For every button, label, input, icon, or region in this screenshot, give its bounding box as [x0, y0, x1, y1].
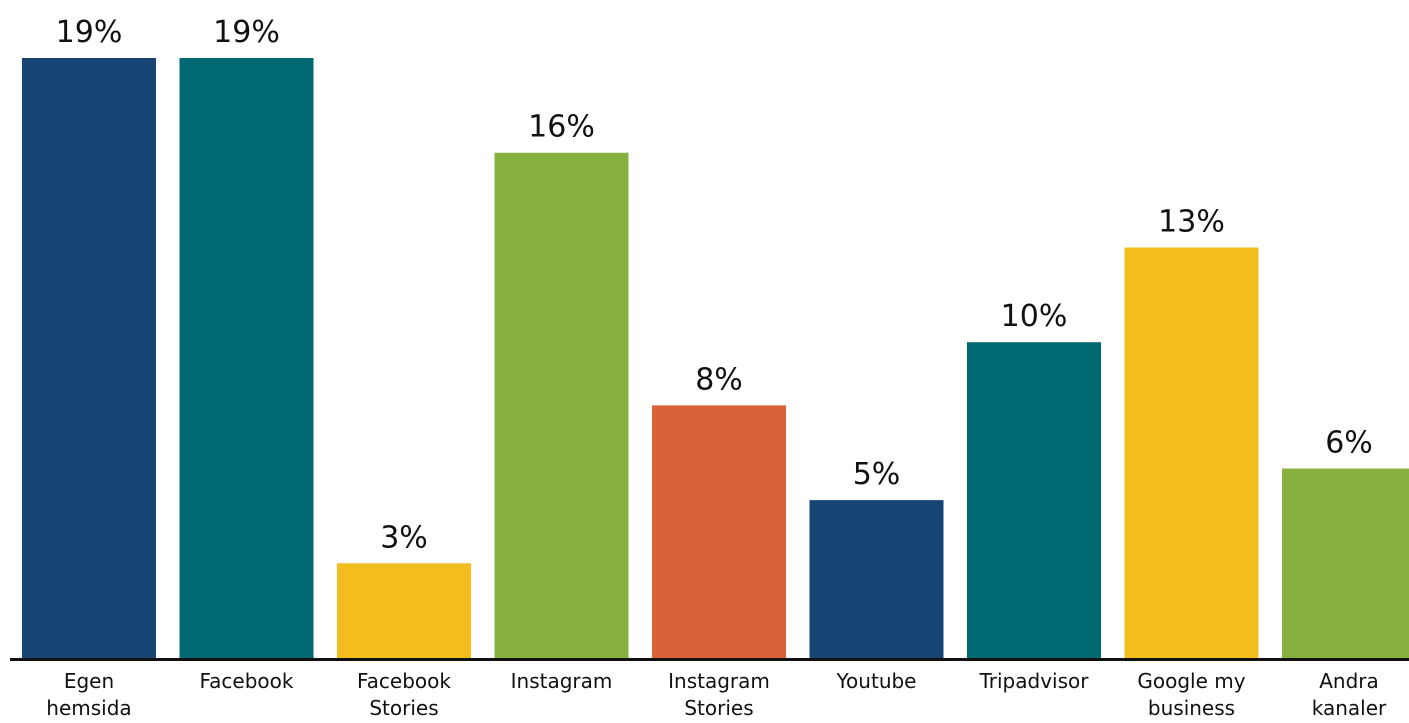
bar-4 — [652, 405, 786, 658]
bar-0 — [22, 58, 156, 658]
category-label-line: Egen — [64, 669, 114, 693]
value-label-7: 13% — [1158, 204, 1225, 239]
value-label-5: 5% — [853, 457, 901, 492]
category-label-3: Instagram — [511, 669, 613, 693]
category-label-7: Google my business — [1137, 669, 1245, 720]
value-labels-group: 19% 19% 3% 16% 8% 5% 10% 13% 6% — [56, 15, 1373, 555]
category-label-line: Tripadvisor — [979, 669, 1090, 693]
category-label-line: Google my — [1137, 669, 1245, 693]
category-label-1: Facebook — [200, 669, 294, 693]
category-label-2: Facebook Stories — [357, 669, 451, 720]
value-label-8: 6% — [1325, 426, 1373, 461]
category-label-line: hemsida — [46, 696, 131, 720]
category-label-line: Instagram — [668, 669, 770, 693]
category-label-line: kanaler — [1312, 696, 1387, 720]
value-label-0: 19% — [56, 15, 123, 50]
category-label-8: Andra kanaler — [1312, 669, 1387, 720]
category-label-4: Instagram Stories — [668, 669, 770, 720]
category-label-6: Tripadvisor — [979, 669, 1090, 693]
bars-group — [22, 58, 1409, 658]
category-label-line: Facebook — [200, 669, 294, 693]
bar-7 — [1124, 247, 1259, 658]
bar-1 — [179, 58, 314, 658]
value-label-1: 19% — [213, 15, 280, 50]
category-label-5: Youtube — [836, 669, 917, 693]
bar-8 — [1282, 468, 1409, 658]
category-label-line: Youtube — [836, 669, 917, 693]
bar-6 — [967, 342, 1101, 658]
value-label-6: 10% — [1001, 299, 1068, 334]
category-label-0: Egen hemsida — [46, 669, 131, 720]
value-label-2: 3% — [380, 520, 428, 555]
category-label-line: Facebook — [357, 669, 451, 693]
category-label-line: Andra — [1319, 669, 1379, 693]
bar-3 — [494, 152, 629, 658]
category-label-line: business — [1148, 696, 1235, 720]
category-label-line: Stories — [684, 696, 753, 720]
category-label-line: Instagram — [511, 669, 613, 693]
bar-2 — [337, 563, 471, 658]
value-label-4: 8% — [695, 362, 743, 397]
category-label-line: Stories — [369, 696, 438, 720]
bar-5 — [809, 500, 944, 658]
value-label-3: 16% — [528, 110, 595, 145]
